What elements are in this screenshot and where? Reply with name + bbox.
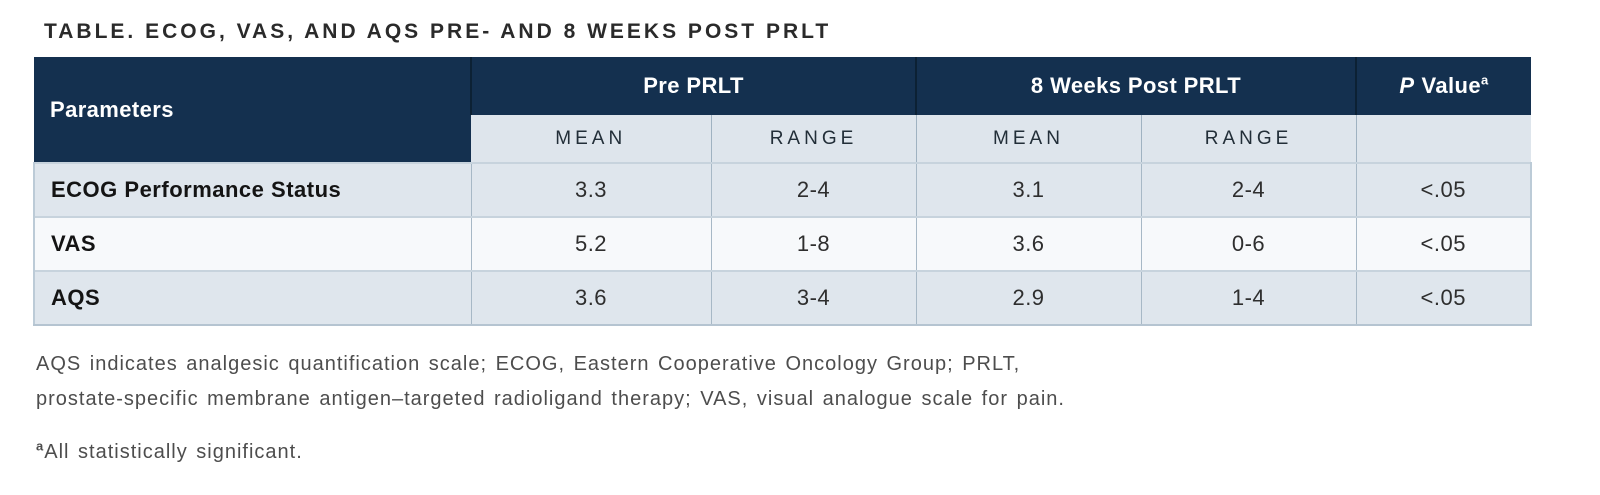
p-value-label: Value (1421, 73, 1481, 98)
significance-footnote-superscript: a (36, 438, 45, 454)
cell-p-value: <.05 (1355, 270, 1533, 326)
cell-p-value: <.05 (1355, 162, 1533, 217)
table-caption: TABLE. ECOG, VAS, AND AQS PRE- AND 8 WEE… (44, 20, 832, 43)
subheader-p-value-empty (1355, 115, 1532, 163)
cell-post-range: 1-4 (1140, 270, 1357, 326)
cell-pre-range: 3-4 (710, 270, 916, 326)
row-parameter-label: ECOG Performance Status (33, 162, 471, 217)
cell-post-mean: 3.1 (915, 162, 1141, 217)
significance-footnote: aAll statistically significant. (36, 438, 303, 464)
cell-post-range: 2-4 (1140, 162, 1357, 217)
col-header-p-value: P Valuea (1355, 57, 1532, 115)
table-row-aqs: AQS 3.6 3-4 2.9 1-4 <.05 (33, 270, 1533, 326)
cell-pre-mean: 5.2 (470, 216, 711, 271)
cell-pre-range: 2-4 (710, 162, 916, 217)
row-parameter-label: VAS (33, 216, 471, 271)
abbreviations-footnote: AQS indicates analgesic quantification s… (36, 347, 1065, 417)
cell-pre-range: 1-8 (710, 216, 916, 271)
subheader-post-range: RANGE (1140, 115, 1357, 163)
row-parameter-label: AQS (33, 270, 471, 326)
col-header-parameters: Parameters (34, 57, 471, 163)
col-group-pre-prlt: Pre PRLT (470, 57, 916, 115)
table-row-vas: VAS 5.2 1-8 3.6 0-6 <.05 (33, 216, 1533, 271)
p-value-p-italic: P (1399, 73, 1415, 98)
table-row-ecog: ECOG Performance Status 3.3 2-4 3.1 2-4 … (33, 162, 1533, 217)
p-value-superscript: a (1480, 72, 1489, 88)
subheader-pre-range: RANGE (710, 115, 916, 163)
significance-footnote-text: All statistically significant. (44, 441, 303, 463)
cell-post-mean: 2.9 (915, 270, 1141, 326)
cell-post-mean: 3.6 (915, 216, 1141, 271)
subheader-pre-mean: MEAN (471, 115, 711, 163)
header-sub-row: MEAN RANGE MEAN RANGE (34, 115, 1532, 163)
cell-pre-mean: 3.3 (470, 162, 711, 217)
cell-p-value: <.05 (1355, 216, 1533, 271)
cell-pre-mean: 3.6 (470, 270, 711, 326)
subheader-post-mean: MEAN (915, 115, 1141, 163)
cell-post-range: 0-6 (1140, 216, 1357, 271)
col-group-post-prlt: 8 Weeks Post PRLT (914, 57, 1357, 115)
abbreviations-footnote-line2: prostate-specific membrane antigen–targe… (36, 388, 1065, 410)
abbreviations-footnote-line1: AQS indicates analgesic quantification s… (36, 353, 1021, 375)
